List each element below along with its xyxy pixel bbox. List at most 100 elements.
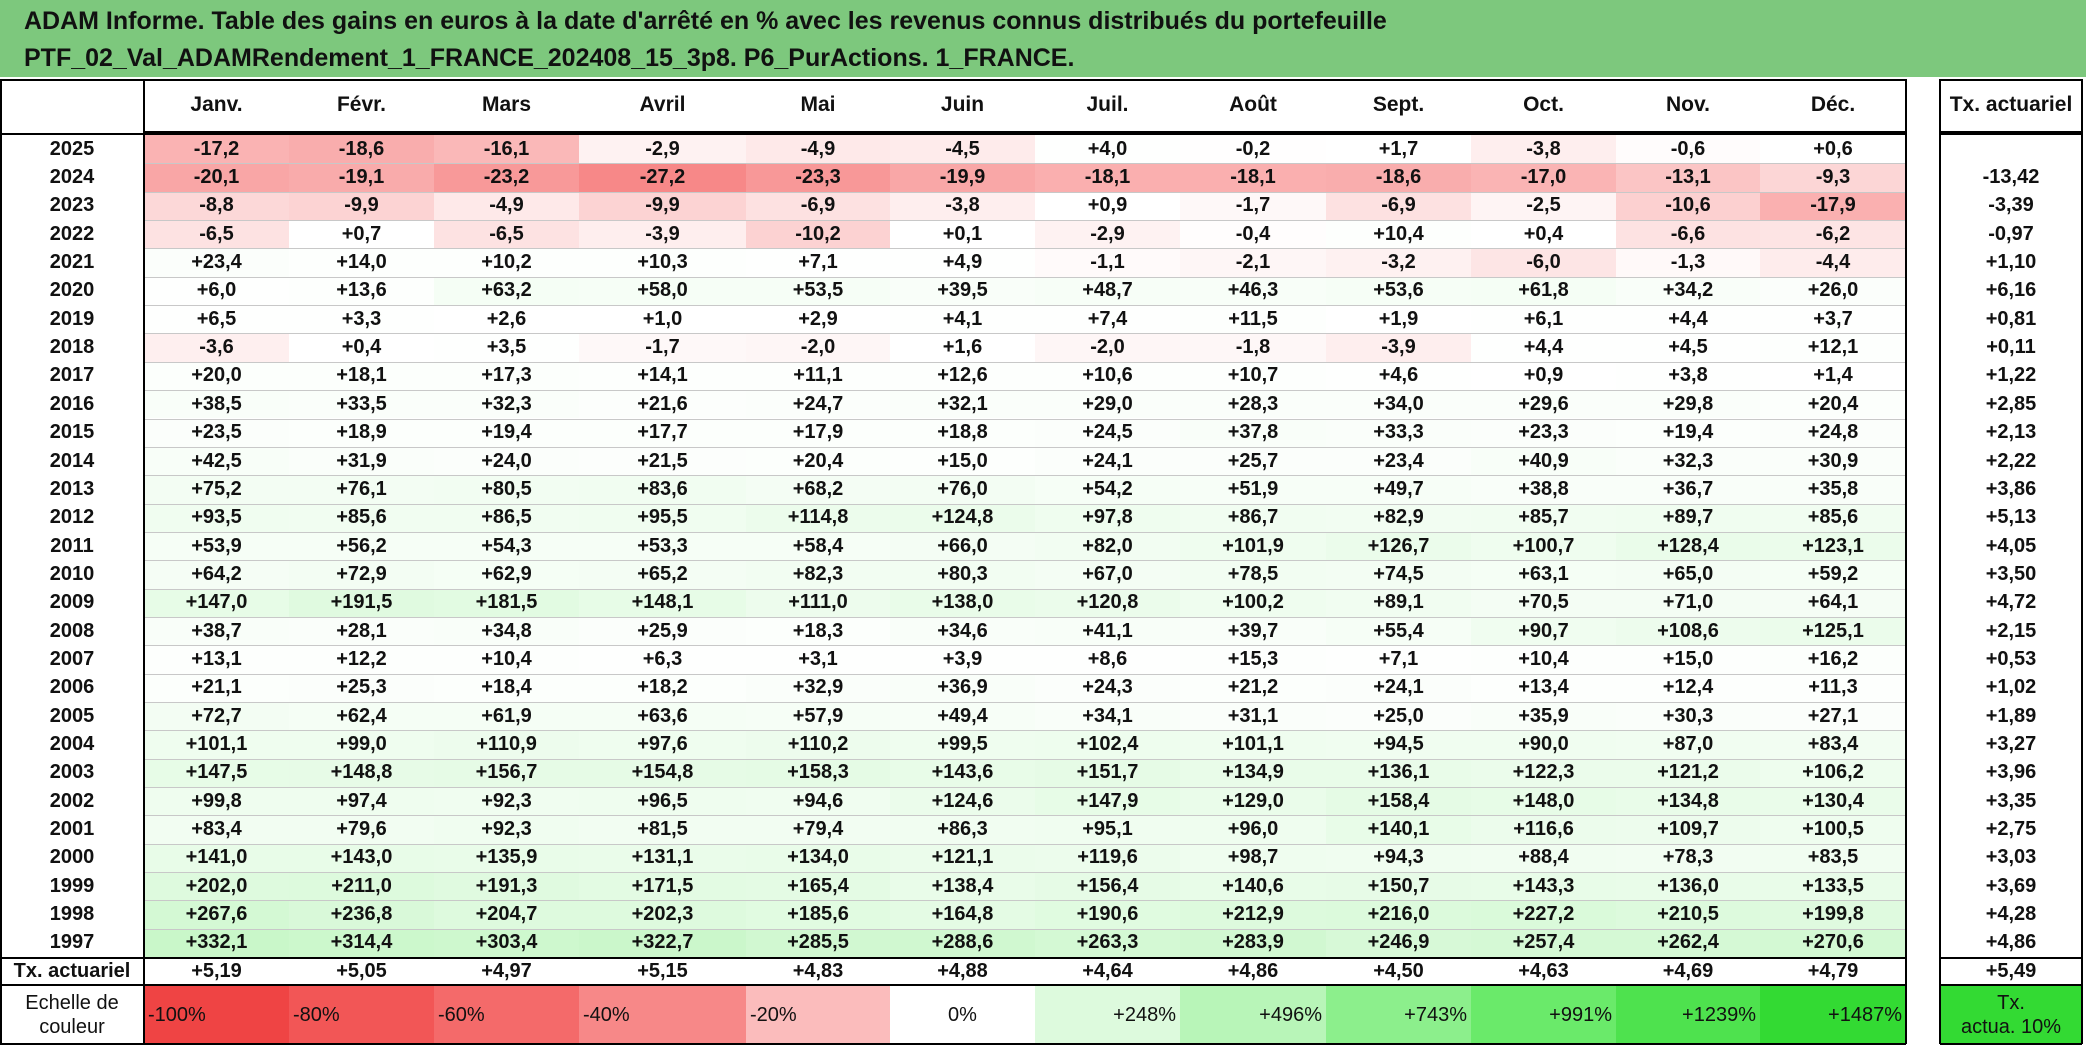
table-cell: -23,3 [746,163,890,192]
grid-border [0,133,1906,135]
table-cell: +49,7 [1326,475,1471,504]
table-cell: +140,1 [1326,815,1471,844]
table-cell: +116,6 [1471,815,1616,844]
table-cell: +134,0 [746,843,890,873]
grid-border [0,79,1906,81]
table-cell: +121,1 [890,843,1035,873]
table-cell: +13,1 [144,645,289,674]
year-label: 2024 [49,166,95,189]
table-cell: +80,5 [434,475,579,504]
table-cell: -9,3 [1760,163,1906,192]
year-label: 1997 [49,931,95,954]
table-cell: +86,5 [434,503,579,532]
table-cell: +65,0 [1616,560,1760,589]
table-cell: +156,7 [434,758,579,788]
table-cell: +11,3 [1760,673,1906,702]
year-label: 2018 [49,336,95,359]
tx-actuariel-header: Tx. actuariel [1940,79,2082,133]
table-cell: +210,5 [1616,900,1760,929]
table-cell: +148,8 [289,758,434,788]
color-scale-tx-line2: actua. 10% [1960,1016,2062,1039]
month-header: Mai [746,79,890,133]
table-cell: +32,1 [890,390,1035,419]
table-cell: -0,2 [1180,135,1326,164]
row-tx-actuariel: +2,22 [1985,449,2037,472]
table-cell: +19,4 [434,418,579,447]
table-cell: +94,6 [746,787,890,816]
row-divider [144,730,1906,732]
table-cell: +88,4 [1471,843,1616,873]
year-label: 2017 [49,364,95,387]
table-cell: +63,1 [1471,560,1616,589]
table-cell: +3,7 [1760,305,1906,334]
table-cell: +62,9 [434,560,579,589]
grid-border [1940,957,2082,960]
table-cell: +17,9 [746,418,890,447]
table-cell: +58,0 [579,276,746,306]
table-cell: +79,4 [746,815,890,844]
row-tx-actuariel: -3,39 [1988,194,2034,217]
table-cell: +314,4 [289,928,434,958]
year-label: 2000 [49,846,95,869]
table-cell: +124,8 [890,503,1035,532]
table-cell: +81,5 [579,815,746,844]
table-cell: +13,6 [289,276,434,306]
table-cell: +125,1 [1760,616,1906,646]
table-cell: +74,5 [1326,560,1471,589]
table-cell: +122,3 [1471,758,1616,788]
color-scale-swatch: +991% [1471,986,1616,1045]
tx-row-value: +4,86 [1227,959,1279,982]
table-cell: -1,7 [579,333,746,362]
table-cell: +3,1 [746,645,890,674]
table-cell: +61,8 [1471,276,1616,306]
table-cell: +89,7 [1616,503,1760,532]
table-cell: -2,0 [746,333,890,362]
table-cell: +92,3 [434,787,579,816]
table-cell: +156,4 [1035,872,1180,901]
table-cell: +4,4 [1471,333,1616,362]
table-cell: -17,0 [1471,163,1616,192]
table-cell: +1,0 [579,305,746,334]
title-bar: ADAM Informe. Table des gains en euros à… [0,0,2086,77]
table-cell: +0,4 [1471,220,1616,249]
table-cell: +34,6 [890,616,1035,646]
year-label: 2011 [50,534,94,557]
table-cell: +39,5 [890,276,1035,306]
table-cell: +75,2 [144,475,289,504]
table-cell: +123,1 [1760,531,1906,561]
table-cell: +49,4 [890,702,1035,731]
color-scale-swatch: 0% [890,986,1035,1045]
table-cell: +21,5 [579,446,746,476]
table-cell: +181,5 [434,588,579,617]
table-cell: +83,5 [1760,843,1906,873]
color-scale-swatch: +743% [1326,986,1471,1045]
table-cell: +4,9 [890,248,1035,277]
row-divider [144,616,1906,618]
color-scale-label: Echelle de couleur [0,986,144,1044]
table-cell: -18,1 [1180,163,1326,192]
row-divider [144,475,1906,477]
tx-row-value: +4,69 [1662,959,1714,982]
table-cell: +28,1 [289,616,434,646]
year-label: 2013 [49,477,95,500]
table-cell: +63,2 [434,276,579,306]
grid-border [143,79,145,1045]
year-label: 2012 [49,506,95,529]
row-divider [144,843,1906,845]
month-header: Sept. [1326,79,1471,133]
row-tx-actuariel: +3,50 [1985,562,2037,585]
row-divider [144,390,1906,392]
row-divider [144,503,1906,505]
color-scale-swatch: -40% [579,986,746,1045]
table-cell: +19,4 [1616,418,1760,447]
table-cell: +171,5 [579,872,746,901]
color-scale-swatch: -80% [289,986,434,1045]
table-cell: +70,5 [1471,588,1616,617]
table-cell: +46,3 [1180,276,1326,306]
table-cell: +17,3 [434,361,579,391]
table-cell: -6,9 [746,191,890,221]
year-label: 2008 [49,619,95,642]
row-divider [144,702,1906,703]
table-cell: -20,1 [144,163,289,192]
table-cell: +48,7 [1035,276,1180,306]
